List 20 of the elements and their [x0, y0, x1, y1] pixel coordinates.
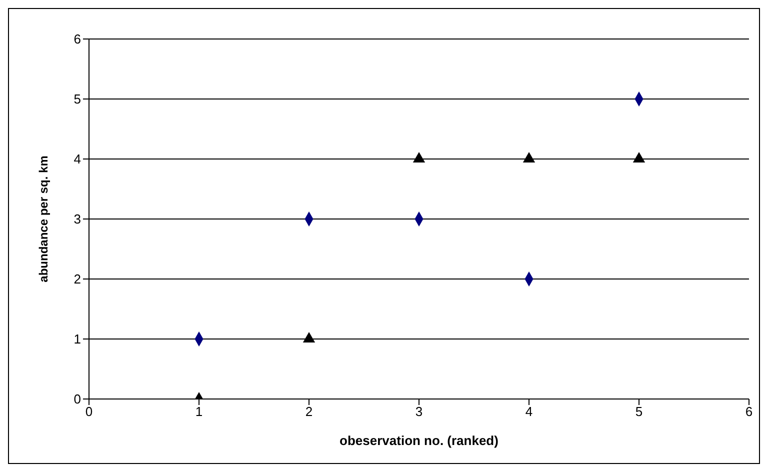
x-tick-label: 6	[745, 404, 753, 420]
y-tick-label: 3	[74, 212, 81, 227]
point	[412, 152, 426, 163]
x-axis-title: obeservation no. (ranked)	[340, 433, 498, 448]
point	[302, 332, 316, 343]
y-axis-title: abundance per sq. km	[36, 156, 50, 282]
x-tick-label: 0	[85, 404, 93, 420]
x-tick-label: 1	[195, 404, 203, 420]
y-tick-label: 4	[74, 152, 81, 167]
x-tick-label: 5	[635, 404, 643, 420]
y-tick-label: 2	[74, 272, 81, 287]
x-tick-label: 2	[305, 404, 313, 420]
point	[632, 152, 646, 163]
y-tick-label: 6	[74, 32, 81, 47]
y-tick-label: 1	[74, 332, 81, 347]
point	[522, 152, 536, 163]
x-tick-label: 4	[525, 404, 533, 420]
y-tick-label: 5	[74, 92, 81, 107]
y-tick-label: 0	[74, 392, 81, 407]
x-tick-label: 3	[415, 404, 423, 420]
